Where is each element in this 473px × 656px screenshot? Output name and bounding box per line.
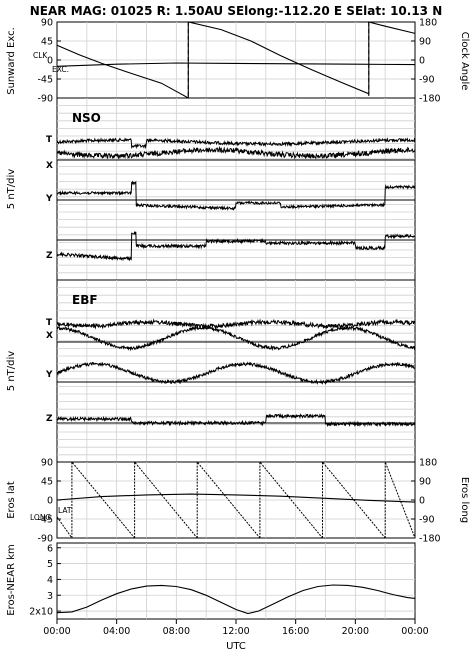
panel-eros-gridlines	[57, 462, 415, 538]
x-axis-label: UTC	[226, 641, 246, 652]
y-tick-label-right: -180	[419, 534, 441, 545]
panel-eros-left-ticks: 90 45 0 -45 -90	[37, 458, 61, 545]
clock-angle-line	[56, 21, 416, 99]
y-tick-label: 4	[47, 575, 53, 586]
y-tick-label: 45	[41, 477, 53, 488]
y-tick-label: 0	[47, 496, 53, 507]
panel-eros: 90 45 0 -45 -90 180 90 0 -90 -180 LONG LAT Eros …	[6, 458, 470, 545]
ebf-t-label: T	[46, 318, 53, 328]
ebf-z-label: Z	[46, 414, 53, 424]
nso-z-label: Z	[46, 251, 53, 261]
panel-sunward-gridlines	[57, 22, 415, 98]
panel-eros-ylabel-right: Eros long	[459, 477, 470, 523]
y-tick-label: 90	[41, 458, 53, 469]
y-tick-label: 90	[41, 18, 53, 29]
y-tick-label-right: 0	[419, 56, 425, 67]
x-tick-label: 04:00	[103, 626, 130, 637]
y-tick-label-right: -90	[419, 515, 435, 526]
panel-distance-ylabel: Eros-NEAR km	[6, 544, 17, 615]
nso-x-label: X	[46, 161, 53, 171]
y-tick-label: 5	[47, 559, 53, 570]
sunward-excursion-line	[56, 62, 416, 67]
ebf-x-trace	[56, 324, 416, 352]
x-tick-label: 12:00	[222, 626, 249, 637]
y-tick-label-right: 90	[419, 477, 431, 488]
panel-sunward: 90 45 0 -45 -90 180 90 0 -90 -180 CLK EXC. Sunwa…	[6, 18, 470, 105]
panel-nso-ylabel: 5 nT/div	[6, 169, 17, 209]
y-tick-label-right: 180	[419, 458, 437, 469]
y-tick-label-right: -180	[419, 94, 441, 105]
nso-x-trace	[56, 145, 416, 160]
panel-sunward-ylabel-right: Clock Angle	[459, 32, 470, 91]
clk-label: CLK	[33, 51, 48, 60]
eros-lat-line	[56, 493, 416, 503]
x-tick-label: 20:00	[342, 626, 369, 637]
panel-eros-right-ticks: 180 90 0 -90 -180	[411, 458, 441, 545]
ebf-panel-name: EBF	[72, 293, 98, 307]
panel-sunward-ylabel-left: Sunward Exc.	[6, 27, 17, 95]
y-tick-label-right: -90	[419, 75, 435, 86]
y-tick-label: 6	[47, 543, 53, 554]
y-tick-label: -45	[37, 515, 53, 526]
nso-t-label: T	[46, 135, 53, 145]
panel-distance: 6 5 4 3 2x10 Eros-NEAR km	[6, 542, 416, 620]
ebf-x-label: X	[46, 331, 53, 341]
ebf-z-trace	[56, 412, 415, 428]
x-axis: 00:00 04:00 08:00 12:00 16:00 20:00 00:00	[43, 619, 429, 637]
panel-distance-gridlines	[57, 543, 415, 619]
lat-label: LAT	[58, 506, 72, 515]
exc-label: EXC.	[52, 65, 69, 74]
y-tick-label-right: 180	[419, 18, 437, 29]
figure-title: NEAR MAG: 01025 R: 1.50AU SElong:-112.20…	[30, 4, 443, 18]
ebf-y-label: Y	[45, 370, 53, 380]
y-tick-label: 3	[47, 591, 53, 602]
y-tick-label-right: 0	[419, 496, 425, 507]
nso-y-label: Y	[45, 194, 53, 204]
distance-line	[56, 584, 416, 615]
panel-ebf: EBF T X Y Z 5 nT/div	[6, 279, 416, 463]
y-tick-label: -90	[37, 534, 53, 545]
y-tick-label: 2x10	[29, 607, 53, 618]
panel-nso-gridlines	[57, 98, 415, 280]
panel-distance-left-ticks: 6 5 4 3 2x10	[29, 543, 61, 618]
panel-nso: NSO T X Y Z 5 nT/div	[6, 97, 416, 281]
ebf-y-trace	[56, 361, 416, 386]
panel-ebf-ylabel: 5 nT/div	[6, 351, 17, 391]
nso-panel-name: NSO	[72, 111, 101, 125]
x-tick-label: 08:00	[163, 626, 190, 637]
x-tick-label: 00:00	[401, 626, 428, 637]
y-tick-label: 45	[41, 37, 53, 48]
panel-eros-ylabel-left: Eros lat	[6, 481, 17, 519]
long-label: LONG	[30, 513, 51, 522]
y-tick-label: -90	[37, 94, 53, 105]
ebf-t-trace	[56, 318, 416, 330]
y-tick-label-right: 90	[419, 37, 431, 48]
x-tick-label: 00:00	[43, 626, 70, 637]
nso-y-trace	[56, 180, 416, 211]
eros-long-line	[56, 460, 416, 539]
x-tick-label: 16:00	[282, 626, 309, 637]
y-tick-label: -45	[37, 75, 53, 86]
y-tick-label: 0	[47, 56, 53, 67]
nso-t-trace	[56, 137, 416, 150]
nso-z-trace	[56, 231, 416, 262]
